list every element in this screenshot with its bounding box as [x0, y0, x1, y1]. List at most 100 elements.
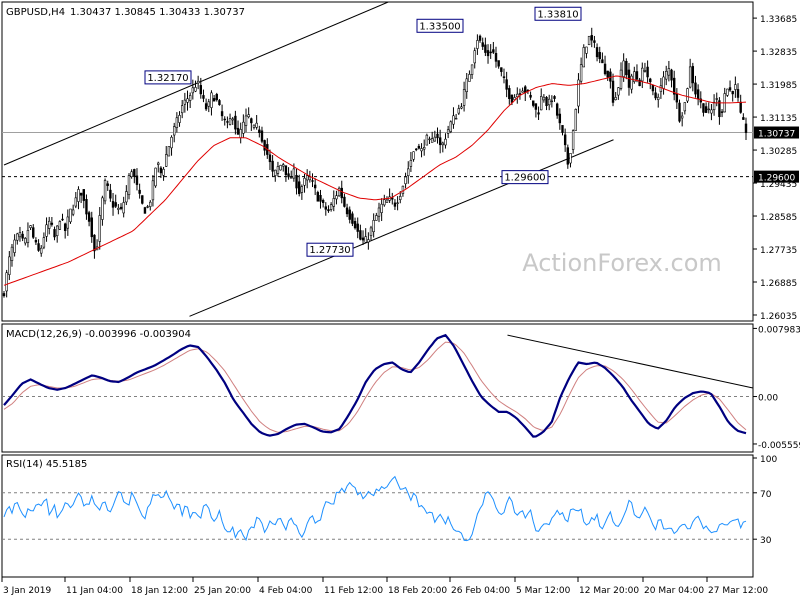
candle-body — [505, 79, 508, 90]
candle-body — [188, 95, 192, 101]
candle-body — [385, 199, 389, 203]
time-tick-label: 18 Feb 20:00 — [388, 586, 447, 596]
candle-body — [457, 108, 460, 114]
candle-body — [494, 53, 498, 62]
candle-body — [69, 208, 72, 223]
candle-body — [529, 94, 532, 98]
candle-body — [215, 94, 218, 101]
candle-body — [258, 129, 261, 133]
candle-body — [654, 92, 657, 99]
candle-body — [718, 100, 721, 118]
candle-body — [103, 180, 107, 202]
level-label-box — [144, 70, 192, 85]
candle-body — [321, 200, 325, 203]
candle-body — [361, 237, 365, 241]
candle-body — [473, 50, 476, 64]
candle-body — [271, 160, 274, 172]
channel-line-0 — [3, 1, 389, 166]
candle-body — [114, 202, 117, 207]
candle-body — [351, 213, 354, 224]
moving-average — [3, 75, 747, 286]
candle-body — [651, 85, 655, 92]
candle-body — [609, 71, 612, 82]
candle-body — [550, 100, 554, 103]
candle-body — [244, 115, 248, 126]
macd-panel: MACD(12,26,9) -0.003996 -0.003904 0.0079… — [1, 323, 800, 453]
candle-body — [372, 220, 375, 232]
candle-body — [720, 111, 724, 113]
candle-body — [40, 247, 43, 254]
candle-body — [726, 88, 729, 96]
candle-body — [63, 223, 67, 231]
candle-body — [106, 183, 109, 186]
candle-body — [601, 59, 604, 64]
level-label: 1.33500 — [416, 18, 464, 33]
candle-body — [497, 60, 500, 67]
candle-body — [412, 151, 415, 160]
time-tick-label: 27 Mar 12:00 — [708, 586, 768, 596]
level-label-text: 1.33810 — [537, 9, 578, 20]
candle-body — [337, 187, 341, 197]
candle-body — [173, 126, 176, 136]
current-price-tag-text: 1.30737 — [758, 130, 795, 140]
candle-body — [319, 195, 322, 202]
candle-body — [300, 186, 304, 193]
time-tick-label: 5 Mar 12:00 — [516, 586, 571, 596]
candle-body — [712, 101, 716, 111]
candle-body — [696, 89, 700, 100]
candle-body — [348, 209, 351, 220]
candle-body — [119, 206, 123, 209]
candle-body — [670, 69, 673, 81]
candle-body — [603, 63, 607, 75]
candle-body — [635, 71, 639, 80]
candle-body — [10, 246, 14, 261]
price-tick-label: 1.27735 — [760, 246, 797, 256]
candle-body — [199, 85, 203, 95]
price-tick-label: 1.33685 — [760, 15, 797, 25]
candle-body — [569, 153, 572, 164]
candle-body — [332, 198, 335, 207]
level-label-text: 1.27730 — [309, 245, 350, 256]
candle-body — [167, 146, 171, 157]
candle-body — [742, 117, 745, 120]
candle-body — [638, 79, 641, 87]
candle-body — [675, 93, 679, 103]
candle-body — [138, 189, 141, 194]
candle-body — [87, 212, 91, 222]
candle-body — [287, 173, 290, 178]
candle-body — [470, 64, 474, 75]
candle-body — [135, 175, 139, 185]
candle-body — [327, 209, 330, 212]
candle-body — [415, 148, 418, 151]
time-tick-label: 25 Jan 20:00 — [194, 586, 251, 596]
candle-body — [420, 148, 423, 152]
candle-body — [21, 233, 24, 239]
candle-body — [667, 68, 671, 76]
candle-body — [468, 74, 471, 82]
candle-body — [563, 134, 567, 146]
time-tick-label: 11 Feb 12:00 — [324, 586, 383, 596]
candle-body — [383, 199, 386, 206]
time-axis: 3 Jan 2019 11 Jan 04:00 18 Jan 12:00 25 Jan… — [1, 577, 768, 596]
candle-body — [178, 115, 181, 123]
rsi-panel-frame — [1, 454, 754, 578]
price-tick-label: 1.32835 — [760, 48, 797, 58]
candle-body — [500, 67, 503, 72]
candle-body — [292, 168, 296, 179]
candle-body — [555, 103, 559, 116]
candle-body — [662, 76, 665, 89]
candle-body — [545, 97, 548, 107]
candle-body — [611, 80, 615, 103]
candle-body — [305, 175, 309, 181]
candle-body — [409, 160, 413, 167]
candle-body — [547, 98, 551, 106]
candle-body — [369, 227, 373, 236]
candle-body — [617, 87, 620, 96]
channel-line-1 — [189, 139, 614, 317]
candle-body — [630, 75, 633, 90]
price-horizontal-lines — [2, 132, 753, 178]
candle-body — [396, 202, 399, 204]
candle-body — [516, 93, 519, 98]
candle-body — [32, 227, 35, 238]
